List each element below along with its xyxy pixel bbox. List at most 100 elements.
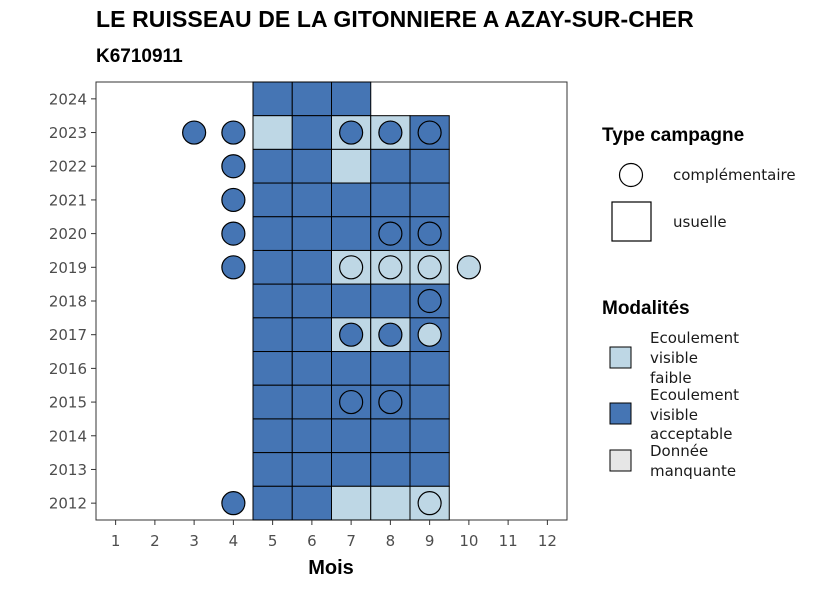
usuelle-cell [331, 485, 372, 521]
y-tick-label: 2018 [49, 293, 87, 311]
complementaire-point [221, 154, 246, 179]
x-tick-label: 11 [499, 532, 518, 550]
usuelle-cell [409, 452, 450, 487]
usuelle-cell [291, 182, 332, 218]
usuelle-cell [291, 317, 332, 353]
y-tick-label: 2014 [49, 427, 87, 445]
usuelle-cell [331, 418, 372, 454]
usuelle-cell [370, 182, 411, 218]
usuelle-cell [370, 485, 411, 521]
legend-usuelle-label: usuelle [673, 213, 727, 231]
complementaire-point [378, 322, 403, 347]
usuelle-cell [291, 418, 332, 454]
y-tick-label: 2012 [49, 495, 87, 513]
usuelle-cell [409, 351, 450, 386]
usuelle-cell [291, 384, 332, 420]
complementaire-point [417, 255, 442, 280]
legend-acceptable-line2: visible [650, 406, 698, 424]
legend-swatch-faible [609, 346, 632, 369]
complementaire-point [417, 120, 442, 145]
usuelle-cell [370, 148, 411, 184]
usuelle-cell [252, 351, 293, 386]
usuelle-cell [252, 182, 293, 218]
y-tick-label: 2021 [49, 191, 87, 209]
complementaire-point [378, 221, 403, 246]
complementaire-point [417, 288, 442, 314]
usuelle-cell [252, 485, 293, 521]
complementaire-point [339, 389, 364, 415]
legend-manquante-line2: manquante [650, 462, 736, 480]
legend-modalites-title: Modalités [602, 298, 690, 319]
legend-circle-key [618, 162, 644, 188]
y-tick-label: 2013 [49, 461, 87, 479]
complementaire-point [221, 120, 246, 145]
complementaire-point [221, 255, 246, 280]
x-tick-label: 2 [150, 532, 160, 550]
y-tick-label: 2016 [49, 360, 87, 378]
usuelle-cell [370, 418, 411, 454]
complementaire-points [182, 120, 481, 516]
legend-manquante-line1: Donnée [650, 442, 708, 460]
usuelle-cell [252, 81, 293, 117]
chart-title: LE RUISSEAU DE LA GITONNIERE A AZAY-SUR-… [96, 6, 694, 32]
legend-swatch-acceptable [609, 402, 632, 425]
usuelle-cell [252, 452, 293, 487]
y-tick-label: 2015 [49, 394, 87, 412]
complementaire-point [378, 255, 403, 280]
x-tick-label: 10 [459, 532, 478, 550]
complementaire-point [378, 120, 403, 145]
usuelle-cell [331, 351, 372, 386]
y-tick-label: 2020 [49, 225, 87, 243]
y-tick-label: 2022 [49, 158, 87, 176]
x-tick-label: 4 [229, 532, 239, 550]
complementaire-point [417, 491, 442, 516]
usuelle-cell [409, 182, 450, 218]
usuelle-cell [331, 283, 372, 319]
legend-modalites: Modalités Ecoulement visible faible Ecou… [602, 298, 739, 480]
complementaire-point [417, 221, 442, 246]
usuelle-cell [252, 216, 293, 251]
x-tick-label: 5 [268, 532, 278, 550]
x-tick-label: 12 [538, 532, 557, 550]
usuelle-cell [291, 283, 332, 319]
chart-subtitle: K6710911 [96, 46, 183, 67]
complementaire-point [339, 322, 364, 347]
legend-square-key [611, 201, 652, 242]
usuelle-cell [331, 452, 372, 487]
usuelle-cell [291, 485, 332, 521]
complementaire-point [339, 255, 364, 280]
usuelle-cell [291, 452, 332, 487]
legend-faible-line1: Ecoulement [650, 329, 739, 347]
usuelle-cell [409, 148, 450, 184]
x-tick-label: 3 [189, 532, 199, 550]
usuelle-cell [409, 384, 450, 420]
usuelle-cell [370, 452, 411, 487]
usuelle-cell [291, 81, 332, 117]
x-tick-label: 1 [111, 532, 121, 550]
x-tick-label: 6 [307, 532, 317, 550]
usuelle-cell [252, 317, 293, 353]
y-tick-label: 2019 [49, 259, 87, 277]
complementaire-point [182, 120, 207, 145]
usuelle-cell [370, 283, 411, 319]
x-tick-label: 7 [346, 532, 356, 550]
x-tick-label: 9 [425, 532, 435, 550]
usuelle-cell [252, 418, 293, 454]
complementaire-point [456, 255, 481, 280]
legend-swatch-manquante [609, 449, 632, 472]
usuelle-cell [291, 216, 332, 251]
usuelle-cell [370, 351, 411, 386]
usuelle-cell [291, 351, 332, 386]
legend-acceptable-line1: Ecoulement [650, 386, 739, 404]
usuelle-cell [331, 182, 372, 218]
x-axis-title: Mois [308, 557, 354, 579]
usuelle-cell [291, 249, 332, 285]
legend-faible-line3: faible [650, 369, 692, 387]
usuelle-cell [291, 115, 332, 150]
x-tick-label: 8 [386, 532, 396, 550]
usuelle-cell [331, 148, 372, 184]
legend-type-title: Type campagne [602, 125, 744, 146]
legend-complementaire-label: complémentaire [673, 166, 796, 184]
y-axis: 2012 2013 2014 2015 2016 2017 2018 2019 2020 2021… [49, 90, 96, 513]
